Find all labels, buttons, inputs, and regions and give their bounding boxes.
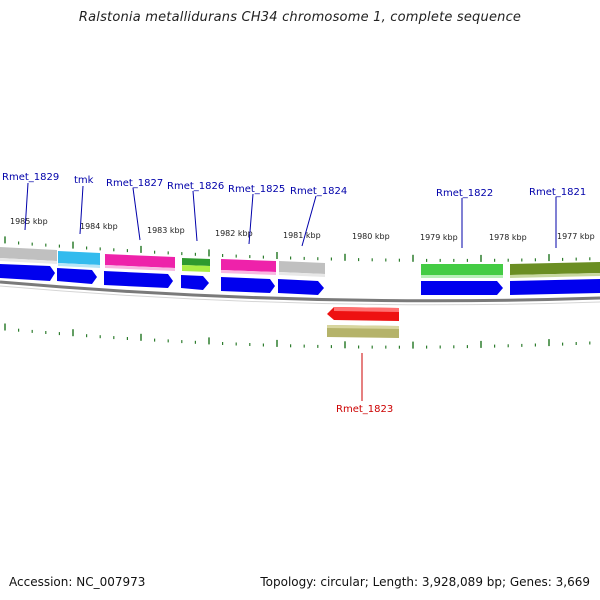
cds-arrow-tmk[interactable]: [57, 268, 97, 284]
gene-label-tmk[interactable]: tmk: [74, 175, 94, 186]
ruler-label-1980: 1980 kbp: [352, 232, 390, 241]
gene-label-rmet-1822[interactable]: Rmet_1822: [436, 188, 493, 199]
ruler-label-1979: 1979 kbp: [420, 233, 458, 242]
gene-label-rmet-1829[interactable]: Rmet_1829: [2, 172, 59, 183]
topology-summary-text: Topology: circular; Length: 3,928,089 bp…: [260, 575, 590, 589]
ruler-label-1985: 1985 kbp: [10, 217, 48, 226]
gene-label-rmet-1827[interactable]: Rmet_1827: [106, 178, 163, 189]
ruler-label-1981: 1981 kbp: [283, 231, 321, 240]
ruler-label-1982: 1982 kbp: [215, 229, 253, 238]
cds-arrow-rmet-1822[interactable]: [421, 281, 503, 295]
leader-lines-forward: [24, 182, 557, 248]
tick-row-lower: [4, 323, 591, 349]
map-title: Ralstonia metallidurans CH34 chromosome …: [78, 10, 522, 25]
gene-block-rmet-1827[interactable]: [105, 254, 175, 271]
gene-block-rmet-1821[interactable]: [510, 262, 600, 278]
cds-arrow-rmet-1829[interactable]: [0, 264, 55, 281]
gene-block-rmet-1829[interactable]: [0, 247, 57, 264]
gene-label-rmet-1825[interactable]: Rmet_1825: [228, 184, 285, 195]
gene-block-rmet-1825[interactable]: [221, 259, 276, 275]
accession-text: Accession: NC_007973: [9, 575, 146, 589]
gene-label-rmet-1821[interactable]: Rmet_1821: [529, 187, 586, 198]
gene-block-rmet-1824[interactable]: [279, 261, 325, 277]
backbone-outer: [0, 280, 600, 303]
cds-arrow-rmet-1827[interactable]: [104, 271, 173, 288]
cds-arrow-rmet-1824[interactable]: [278, 279, 324, 295]
ruler-label-1977: 1977 kbp: [557, 232, 595, 241]
backbone-inner: [0, 285, 600, 306]
gene-label-rmet-1824[interactable]: Rmet_1824: [290, 186, 347, 197]
tick-row-upper: [4, 236, 591, 262]
ruler-label-1984: 1984 kbp: [80, 222, 118, 231]
cds-arrow-row-forward: [0, 264, 600, 295]
gene-label-rmet-1826[interactable]: Rmet_1826: [167, 181, 224, 192]
cds-arrow-rmet-1825[interactable]: [221, 277, 275, 293]
gene-block-tmk[interactable]: [58, 251, 100, 268]
cds-arrow-rmet-1821[interactable]: [510, 279, 600, 295]
gene-block-rmet-1826[interactable]: [182, 258, 210, 272]
ruler-label-1983: 1983 kbp: [147, 226, 185, 235]
gene-block-rmet-1823[interactable]: [327, 307, 399, 338]
gene-block-rmet-1822[interactable]: [421, 264, 503, 278]
ruler-label-1978: 1978 kbp: [489, 233, 527, 242]
cds-arrow-rmet-1826[interactable]: [181, 275, 209, 290]
gene-label-rmet-1823[interactable]: Rmet_1823: [336, 404, 393, 415]
